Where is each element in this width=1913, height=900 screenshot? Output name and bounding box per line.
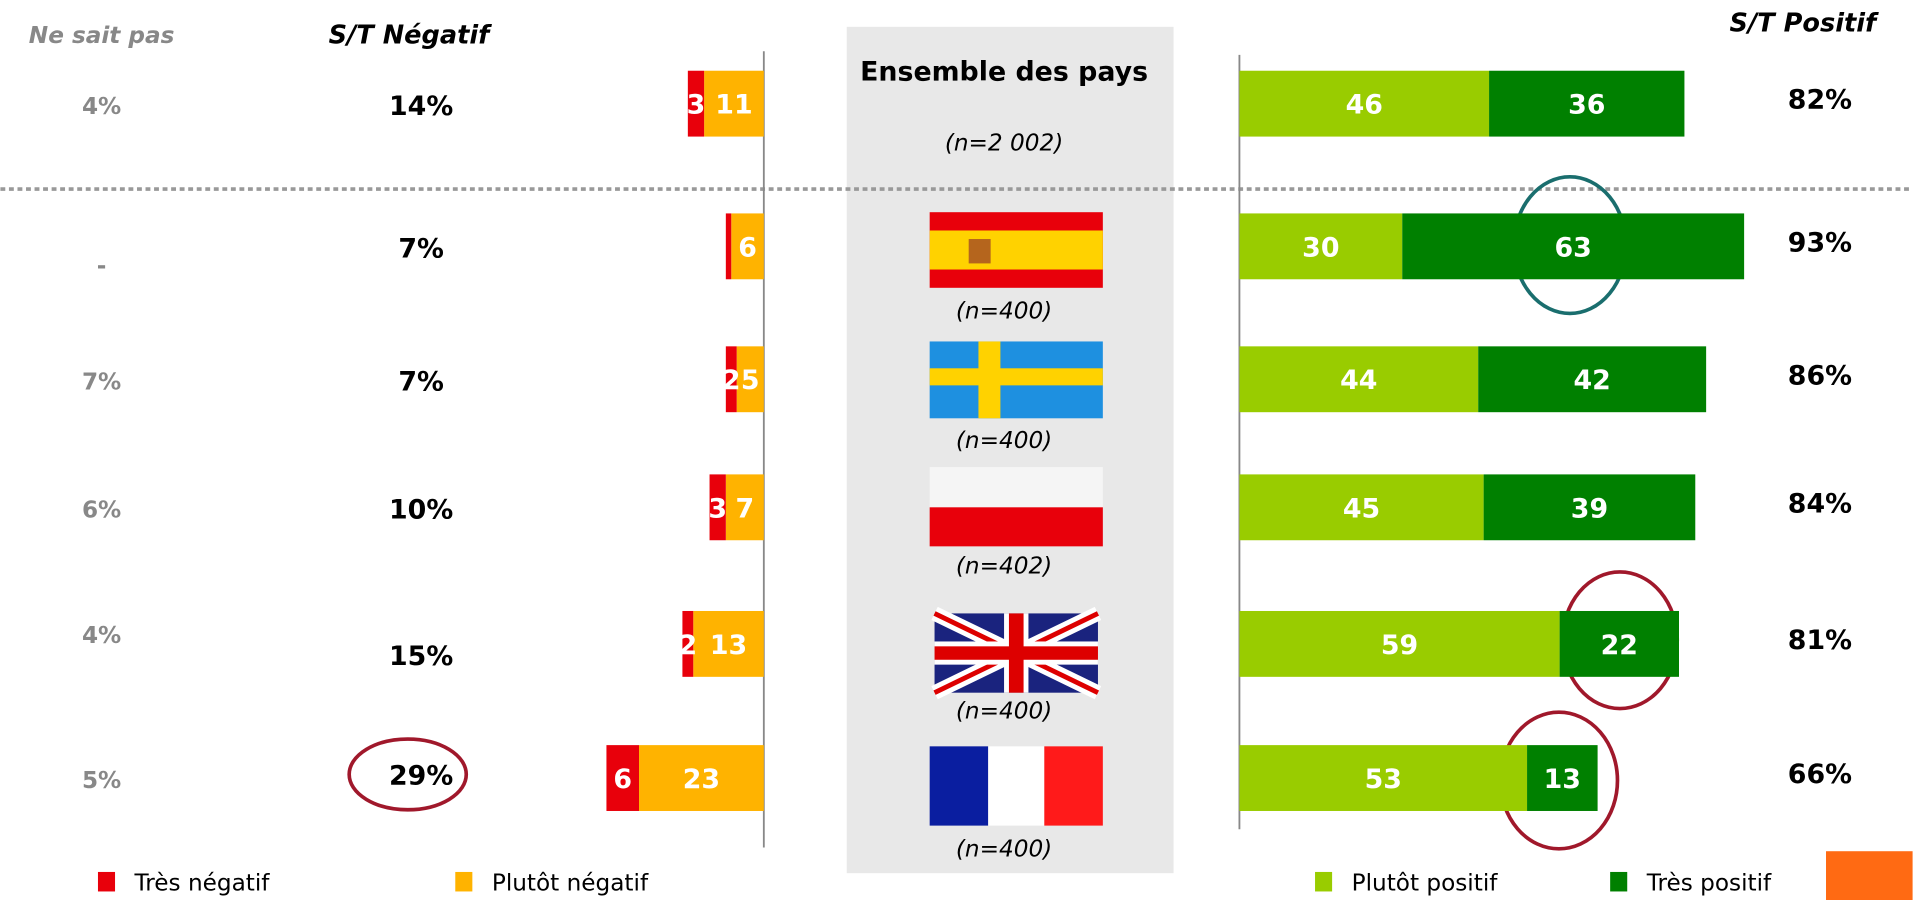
positive-total: 82%	[1788, 85, 1852, 116]
sample-size: (n=402)	[956, 553, 1052, 580]
segment-label: 36	[1568, 90, 1605, 121]
segment-label: 2	[679, 630, 698, 661]
column-header: S/T Positif	[1730, 8, 1880, 38]
bar-segment	[1402, 213, 1745, 280]
bar-segment	[1239, 70, 1490, 137]
legend-swatch	[97, 871, 116, 892]
highlight-circle	[347, 737, 469, 812]
bar-segment	[736, 346, 764, 413]
positive-total: 81%	[1788, 625, 1852, 656]
dont-know: 7%	[82, 368, 121, 395]
negative-total: 10%	[389, 494, 453, 525]
bar-segment	[704, 70, 764, 137]
segment-label: 42	[1574, 365, 1611, 396]
segment-label: 6	[613, 764, 632, 795]
segment-label: 30	[1302, 232, 1339, 263]
sample-size: (n=400)	[956, 698, 1052, 725]
center-panel	[846, 26, 1174, 874]
column-header: Ne sait pas	[29, 22, 175, 49]
bar-segment	[725, 474, 764, 541]
bar-segment	[1478, 346, 1707, 413]
positive-total: 93%	[1788, 227, 1852, 258]
group-label: Ensemble des pays	[860, 57, 1148, 88]
negative-total: 29%	[389, 760, 453, 791]
bar-segment	[1559, 610, 1680, 677]
flag-poland	[929, 467, 1103, 547]
bar-segment	[1489, 70, 1685, 137]
segment-label: 11	[715, 90, 752, 121]
dont-know: 4%	[82, 622, 121, 649]
segment-label: 2	[722, 365, 741, 396]
legend-label: Très négatif	[134, 870, 271, 897]
sample-size: (n=2 002)	[945, 129, 1063, 156]
flag-spain	[929, 212, 1103, 288]
bar-segment	[606, 745, 639, 811]
segment-label: 59	[1381, 630, 1418, 661]
positive-total: 84%	[1788, 488, 1852, 519]
bar-segment	[682, 610, 694, 677]
column-header: S/T Négatif	[329, 21, 493, 51]
bar-segment	[1239, 213, 1403, 280]
bar-segment	[1239, 346, 1479, 413]
bar-segment	[1527, 745, 1598, 811]
negative-total: 7%	[398, 366, 444, 397]
bar-segment	[1239, 474, 1484, 541]
segment-label: 13	[710, 630, 747, 661]
bar-segment	[639, 745, 764, 811]
legend-swatch	[1315, 871, 1333, 892]
dont-know: 5%	[82, 767, 121, 794]
segment-label: 5	[741, 365, 760, 396]
dont-know: -	[97, 253, 107, 280]
segment-label: 53	[1365, 764, 1402, 795]
positive-total: 66%	[1788, 759, 1852, 790]
segment-label: 39	[1571, 493, 1608, 524]
flag-sweden	[929, 341, 1103, 419]
negative-total: 15%	[389, 641, 453, 672]
legend-label: Très positif	[1646, 870, 1772, 897]
segment-label: 45	[1343, 493, 1380, 524]
segment-label: 3	[708, 493, 727, 524]
flag-uk	[931, 606, 1102, 700]
legend-label: Plutôt positif	[1352, 870, 1499, 897]
negative-total: 7%	[398, 234, 444, 265]
bar-segment	[693, 610, 764, 677]
dont-know: 6%	[82, 496, 121, 523]
segment-label: 6	[738, 232, 757, 263]
bar-segment	[1239, 745, 1528, 811]
segment-label: 23	[683, 764, 720, 795]
bar-segment	[1483, 474, 1696, 541]
bar-segment	[731, 213, 764, 280]
legend-swatch	[455, 871, 473, 892]
bar-segment	[709, 474, 726, 541]
dont-know: 4%	[82, 93, 121, 120]
segment-label: 3	[687, 90, 706, 121]
sample-size: (n=400)	[956, 427, 1052, 454]
legend-swatch	[1610, 871, 1628, 892]
segment-label: 63	[1555, 232, 1592, 263]
segment-label: 44	[1340, 365, 1377, 396]
corner-block	[1826, 851, 1913, 900]
segment-label: 13	[1544, 764, 1581, 795]
positive-total: 86%	[1788, 360, 1852, 391]
bar-segment	[725, 346, 737, 413]
sample-size: (n=400)	[956, 298, 1052, 325]
bar-segment	[725, 213, 732, 280]
sample-size: (n=400)	[956, 836, 1052, 863]
flag-france	[929, 746, 1103, 826]
negative-total: 14%	[389, 91, 453, 122]
segment-label: 46	[1346, 90, 1383, 121]
legend-label: Plutôt négatif	[492, 870, 649, 897]
segment-label: 7	[735, 493, 754, 524]
bar-segment	[1239, 610, 1560, 677]
segment-label: 22	[1601, 630, 1638, 661]
bar-segment	[687, 70, 705, 137]
